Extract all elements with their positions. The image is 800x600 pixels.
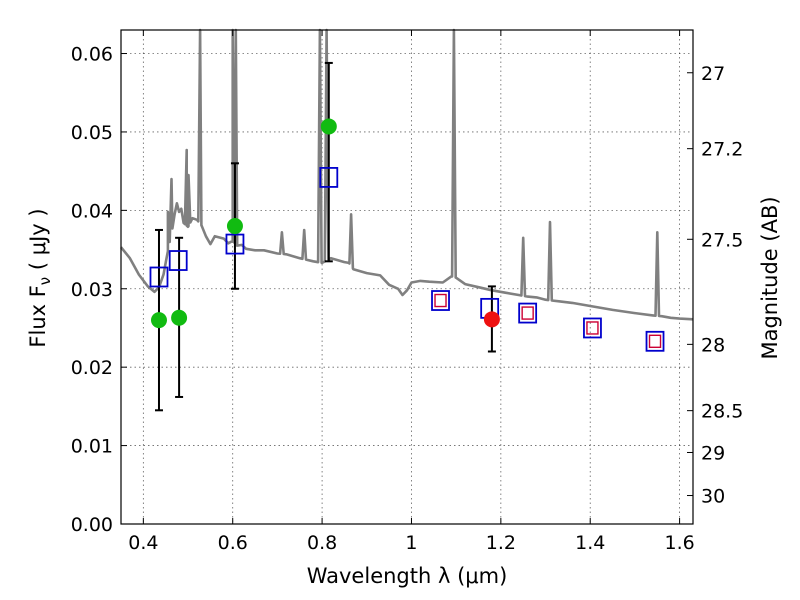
x-tick-label: 1 xyxy=(405,532,417,554)
model-photometry-square xyxy=(168,250,188,271)
observed-photometry-point xyxy=(483,311,500,328)
model-photometry-square xyxy=(319,167,339,188)
model-photometry-square xyxy=(645,330,665,352)
mag-tick-label: 28.5 xyxy=(701,401,743,423)
model-photometry-square xyxy=(149,266,169,288)
template-spectrum-line xyxy=(119,28,694,321)
y-tick-label: 0.06 xyxy=(71,44,113,66)
model-photometry-inner-square xyxy=(521,306,534,320)
x-tick-label: 1.2 xyxy=(486,532,516,554)
grid-layer xyxy=(121,30,693,525)
x-axis-label: Wavelength λ (μm) xyxy=(307,564,508,588)
model-photometry-inner-square xyxy=(586,321,599,335)
y-axis-label-right: Magnitude (AB) xyxy=(758,196,782,359)
mag-tick-label: 28 xyxy=(701,334,725,356)
tick-layer: 0.4 0.6 0.8 1 1.2 1.4 1.6 0.00 0.01 0.02 0.03 0.04 0… xyxy=(71,30,743,554)
spectrum-layer xyxy=(119,28,694,321)
y-axis-label-left: Flux Fν ( μJy ) xyxy=(26,208,54,347)
observed-photometry-point xyxy=(171,309,188,326)
y-tick-label: 0.05 xyxy=(71,122,113,144)
model-photometry-square xyxy=(431,290,450,311)
observed-photometry-point xyxy=(150,312,167,329)
mag-tick-label: 30 xyxy=(701,486,725,508)
y-axis-label-left-main: Flux F xyxy=(26,285,50,347)
y-tick-label: 0.01 xyxy=(71,436,113,458)
x-tick-label: 0.4 xyxy=(128,532,158,554)
y-axis-label-left-units: ( μJy ) xyxy=(26,208,50,276)
x-tick-label: 0.8 xyxy=(307,532,337,554)
model-photometry-square xyxy=(518,302,538,324)
observed-photometry-point xyxy=(320,118,337,135)
square-layer xyxy=(149,167,665,352)
y-tick-label: 0.04 xyxy=(71,200,113,222)
mag-tick-label: 27.2 xyxy=(701,139,743,161)
model-photometry-square xyxy=(225,233,245,255)
x-tick-label: 0.6 xyxy=(218,532,248,554)
x-tick-label: 1.6 xyxy=(664,532,694,554)
observed-photometry-point xyxy=(226,218,243,235)
y-tick-label: 0.02 xyxy=(71,357,113,379)
y-tick-label: 0.00 xyxy=(71,514,113,536)
mag-tick-label: 27 xyxy=(701,63,725,85)
plot-frame xyxy=(120,29,694,525)
y-axis-label-left-sub: ν xyxy=(36,277,54,285)
model-photometry-inner-square xyxy=(434,293,447,308)
x-tick-label: 1.4 xyxy=(575,532,605,554)
mag-tick-label: 27.5 xyxy=(701,229,743,251)
model-photometry-square xyxy=(583,317,602,339)
y-tick-label: 0.03 xyxy=(71,279,113,301)
model-photometry-inner-square xyxy=(648,334,662,348)
point-layer xyxy=(150,118,500,329)
mag-tick-label: 29 xyxy=(701,442,725,464)
